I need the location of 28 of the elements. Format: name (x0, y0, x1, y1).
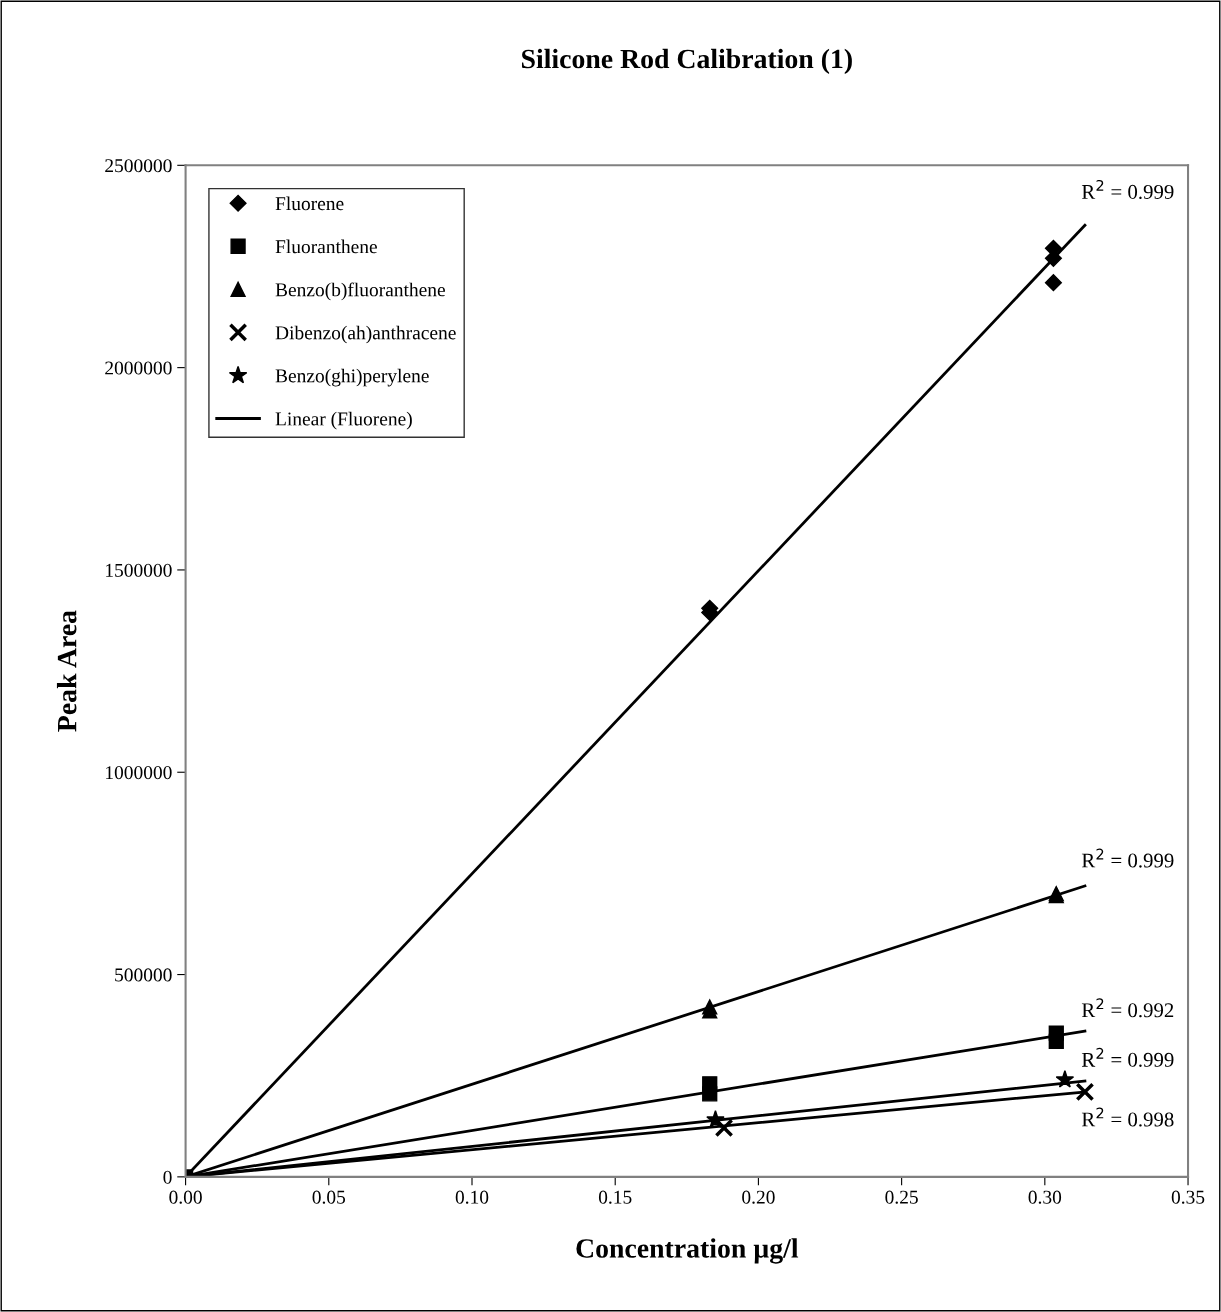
y-tick-label: 0 (163, 1170, 172, 1184)
annotation: R$^{2}$ = 0.999 (1081, 1047, 1174, 1067)
y-tick-label: 500000 (115, 968, 172, 982)
x-tick-label: 0.10 (455, 1190, 489, 1204)
legend-label: Linear (Fluorene) (275, 411, 412, 430)
legend-label: Benzo(b)fluoranthene (275, 282, 445, 301)
x-tick-label: 0.20 (742, 1190, 775, 1204)
y-tick-label: 1500000 (106, 563, 172, 577)
legend-label: Benzo(ghi)perylene (275, 368, 429, 387)
y-tick-label: 2500000 (105, 159, 172, 173)
x-tick-label: 0.00 (169, 1190, 202, 1204)
legend-label: Fluoranthene (275, 239, 377, 254)
x-tick-label: 0.25 (885, 1190, 918, 1204)
y-tick-label: 2000000 (105, 361, 172, 375)
chart-title: Silicone Rod Calibration (1) (522, 48, 852, 75)
x-tick-label: 0.05 (312, 1190, 346, 1204)
y-tick-label: 1000000 (106, 766, 172, 780)
annotation: R$^{2}$ = 0.999 (1081, 848, 1174, 868)
legend-label: Fluorene (275, 196, 344, 211)
x-tick-label: 0.35 (1171, 1190, 1205, 1204)
annotation: R$^{2}$ = 0.998 (1081, 1107, 1174, 1127)
y-axis-title: Peak Area (56, 610, 77, 732)
x-axis-title: Concentration µg/l (576, 1238, 799, 1264)
annotation: R$^{2}$ = 0.992 (1081, 998, 1174, 1018)
x-tick-label: 0.30 (1028, 1190, 1062, 1204)
legend-label: Dibenzo(ah)anthracene (275, 325, 456, 344)
annotation: R$^{2}$ = 0.999 (1081, 179, 1174, 200)
x-tick-label: 0.15 (598, 1190, 632, 1204)
